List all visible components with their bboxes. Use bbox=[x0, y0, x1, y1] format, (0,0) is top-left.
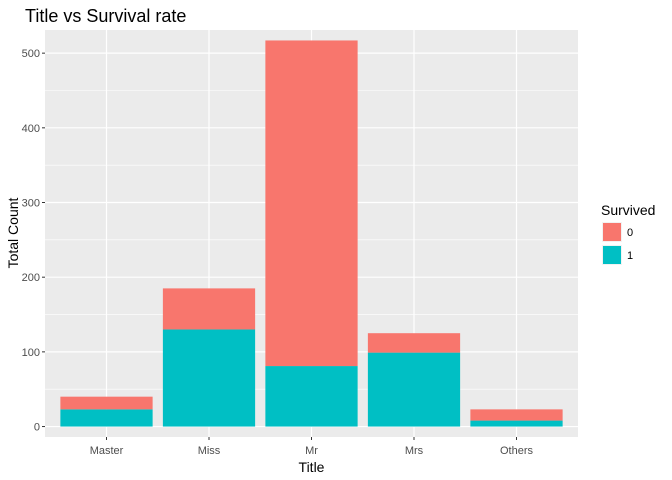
bar-mrs-survived-1 bbox=[367, 352, 461, 427]
y-tick-label: 0 bbox=[34, 422, 40, 434]
x-axis: Master Miss Mr Mrs Others bbox=[90, 437, 534, 457]
x-tick-label: Others bbox=[500, 445, 534, 457]
bars bbox=[60, 40, 563, 427]
legend-label-1: 1 bbox=[627, 250, 633, 262]
y-tick-label: 100 bbox=[22, 347, 40, 359]
x-tick-label: Master bbox=[90, 445, 124, 457]
x-tick-label: Mr bbox=[305, 445, 318, 457]
y-tick-label: 200 bbox=[22, 272, 40, 284]
bar-miss-survived-0 bbox=[162, 288, 256, 330]
bar-others-survived-1 bbox=[470, 420, 563, 427]
bar-mrs-survived-0 bbox=[367, 333, 461, 353]
legend: Survived 0 1 bbox=[601, 202, 655, 265]
bar-miss-survived-1 bbox=[162, 329, 256, 427]
legend-swatch-0 bbox=[603, 223, 621, 241]
bar-others-survived-0 bbox=[470, 409, 563, 421]
y-tick-label: 300 bbox=[22, 198, 40, 210]
legend-swatch-1 bbox=[603, 246, 621, 264]
bar-mr-survived-1 bbox=[265, 366, 358, 427]
y-axis-title: Total Count bbox=[5, 197, 21, 268]
x-axis-title: Title bbox=[299, 459, 325, 475]
legend-title: Survived bbox=[601, 202, 655, 218]
bar-master-survived-0 bbox=[60, 396, 153, 410]
bar-mr-survived-0 bbox=[265, 40, 358, 367]
chart-title: Title vs Survival rate bbox=[25, 6, 186, 26]
x-tick-label: Miss bbox=[198, 445, 221, 457]
y-axis: 0 100 200 300 400 500 bbox=[22, 48, 45, 434]
y-tick-label: 500 bbox=[22, 48, 40, 60]
x-tick-label: Mrs bbox=[405, 445, 424, 457]
y-tick-label: 400 bbox=[22, 123, 40, 135]
legend-label-0: 0 bbox=[627, 227, 633, 239]
bar-master-survived-1 bbox=[60, 409, 153, 427]
